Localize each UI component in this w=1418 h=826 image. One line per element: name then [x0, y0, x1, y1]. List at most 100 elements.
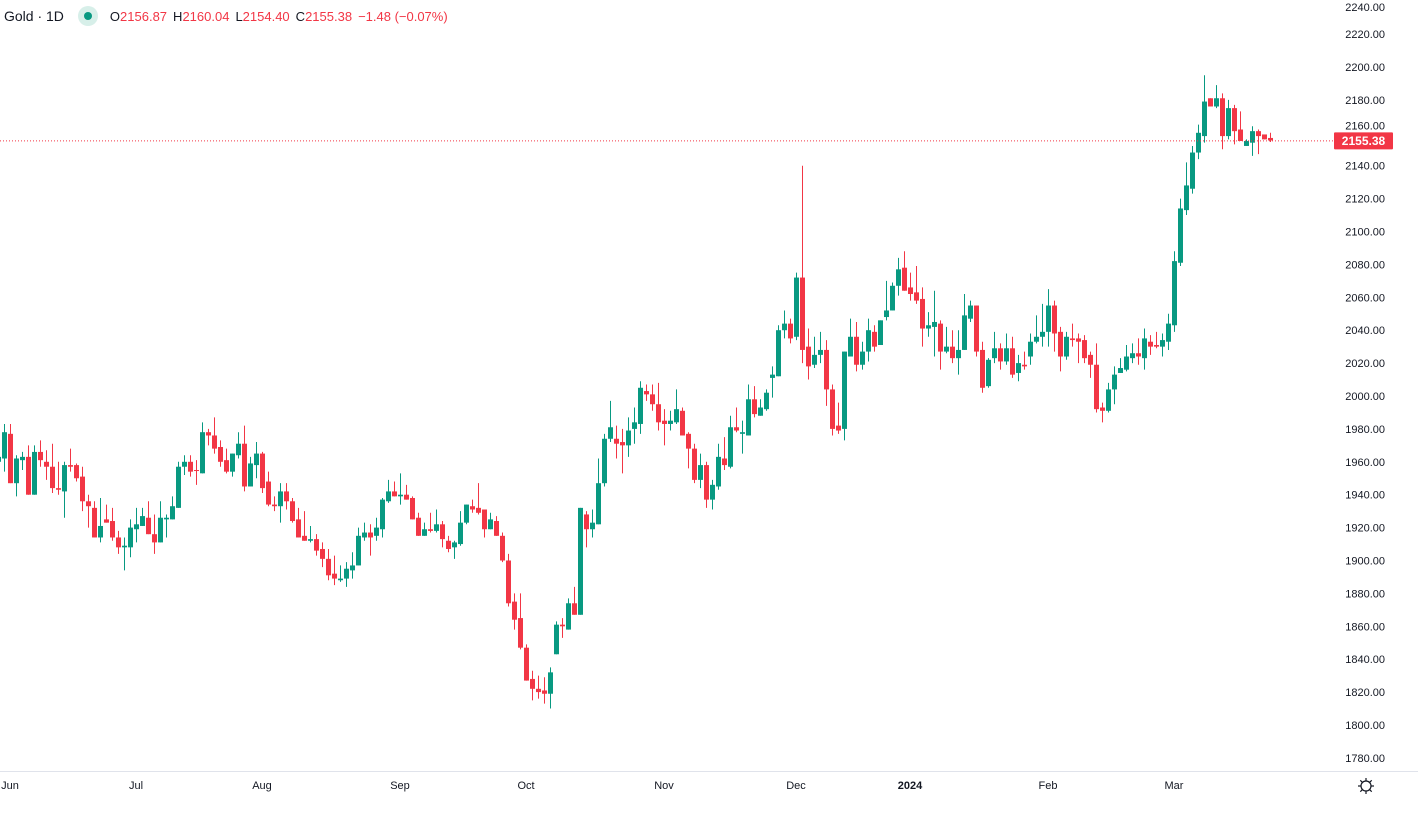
candle-body	[530, 678, 535, 689]
candle-down	[476, 483, 481, 515]
candle-body	[836, 425, 841, 431]
candle-up	[1016, 354, 1021, 382]
candle-body	[662, 420, 667, 424]
candle-down	[950, 330, 955, 364]
candle-down	[1232, 104, 1237, 145]
candle-down	[974, 305, 979, 357]
candle-body	[302, 535, 307, 541]
candle-up	[362, 522, 367, 541]
candle-up	[1130, 343, 1135, 364]
candle-body	[1214, 98, 1219, 107]
candle-body	[1004, 348, 1009, 362]
candle-body	[368, 532, 373, 538]
candle-body	[1100, 407, 1105, 411]
change-value: −1.48 (−0.07%)	[358, 8, 448, 24]
candle-up	[878, 320, 883, 346]
candle-down	[542, 677, 547, 704]
candle-body	[704, 465, 709, 500]
candle-up	[548, 667, 553, 709]
market-status-icon[interactable]	[77, 6, 98, 26]
candle-down	[146, 501, 151, 535]
candle-down	[446, 535, 451, 553]
candle-body	[242, 443, 247, 487]
candle-body	[950, 346, 955, 359]
candle-up	[554, 621, 559, 655]
candle-up	[638, 381, 643, 434]
candle-up	[452, 540, 457, 559]
candle-up	[1124, 345, 1129, 372]
candle-up	[380, 497, 385, 538]
candle-down	[1268, 132, 1273, 143]
candle-body	[518, 618, 523, 648]
candle-body	[140, 516, 145, 526]
candle-down	[872, 325, 877, 352]
candle-up	[1064, 331, 1069, 360]
candle-body	[968, 305, 973, 319]
candle-body	[1034, 336, 1039, 342]
candle-down	[224, 448, 229, 474]
candle-up	[1196, 124, 1201, 160]
candle-up	[20, 451, 25, 471]
candle-down	[1052, 300, 1057, 352]
candle-body	[692, 448, 697, 480]
candle-down	[692, 443, 697, 484]
candle-body	[728, 427, 733, 467]
candle-up	[1190, 145, 1195, 194]
candle-body	[800, 277, 805, 350]
candle-body	[482, 509, 487, 530]
candle-body	[1016, 363, 1021, 373]
candle-body	[764, 392, 769, 410]
candle-body	[188, 461, 193, 472]
candle-body	[1130, 353, 1135, 359]
candle-body	[740, 432, 745, 434]
x-tick-label: Mar	[1165, 780, 1184, 792]
candle-body	[374, 527, 379, 536]
candle-body	[344, 568, 349, 579]
candle-up	[170, 496, 175, 520]
gear-icon[interactable]	[1357, 777, 1375, 795]
candle-body	[1244, 141, 1249, 146]
candle-up	[626, 417, 631, 457]
candle-body	[1040, 331, 1045, 337]
candle-down	[704, 461, 709, 508]
candle-body	[1106, 389, 1111, 411]
y-tick-label: 2120.00	[1345, 194, 1385, 206]
candle-up	[710, 479, 715, 510]
candle-up	[794, 272, 799, 341]
y-tick-label: 2220.00	[1345, 29, 1385, 41]
candle-body	[1124, 356, 1129, 370]
candle-up	[758, 399, 763, 416]
candle-up	[1046, 289, 1051, 347]
candle-down	[506, 553, 511, 607]
candle-down	[260, 451, 265, 494]
candle-up	[842, 351, 847, 441]
candle-body	[998, 348, 1003, 362]
time-axis[interactable]: Jun Jul Aug Sep Oct Nov Dec 2024 Feb Mar	[1, 780, 1184, 792]
open-label: O	[109, 8, 121, 24]
candle-down	[1136, 338, 1141, 365]
candle-body	[1052, 305, 1057, 334]
candle-down	[1076, 333, 1081, 364]
candle-body	[32, 451, 37, 495]
candle-down	[302, 511, 307, 541]
candle-body	[686, 433, 691, 449]
candle-down	[512, 593, 517, 630]
candle-body	[890, 285, 895, 311]
candle-body	[326, 558, 331, 576]
candle-up	[1034, 315, 1039, 344]
candle-body	[596, 483, 601, 525]
candle-down	[1100, 402, 1105, 423]
candle-body	[938, 323, 943, 352]
candle-down	[998, 343, 1003, 370]
candle-up	[764, 389, 769, 411]
candle-body	[62, 465, 67, 492]
candle-down	[428, 512, 433, 533]
candle-up	[1142, 328, 1147, 370]
candle-body	[476, 507, 481, 513]
candle-body	[410, 497, 415, 520]
price-axis[interactable]: 1780.00 1800.00 1820.00 1840.00 1860.00 1880.…	[1345, 2, 1385, 765]
symbol-title[interactable]: Gold · 1D	[4, 8, 64, 24]
candle-down	[500, 532, 505, 563]
candle-body	[122, 545, 127, 548]
